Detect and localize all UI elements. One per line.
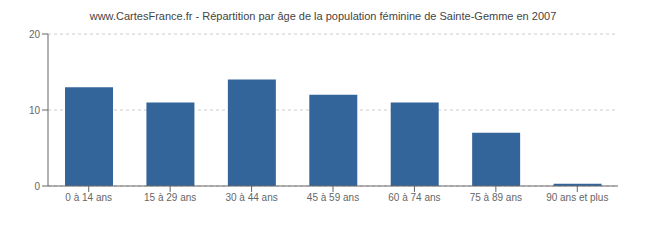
svg-text:10: 10 [29, 105, 41, 116]
svg-text:0 à 14 ans: 0 à 14 ans [65, 192, 112, 203]
svg-text:60 à 74 ans: 60 à 74 ans [388, 192, 440, 203]
svg-text:15 à 29 ans: 15 à 29 ans [144, 192, 196, 203]
svg-text:90 ans et plus: 90 ans et plus [546, 192, 608, 203]
svg-text:45 à 59 ans: 45 à 59 ans [307, 192, 359, 203]
svg-text:75 à 89 ans: 75 à 89 ans [470, 192, 522, 203]
html-text:www.CartesFrance.fr - Répartit: www.CartesFrance.fr - Répartition par âg… [89, 10, 557, 22]
svg-text:20: 20 [29, 29, 41, 40]
svg-text:0: 0 [34, 181, 40, 192]
svg-text:30 à 44 ans: 30 à 44 ans [225, 192, 277, 203]
